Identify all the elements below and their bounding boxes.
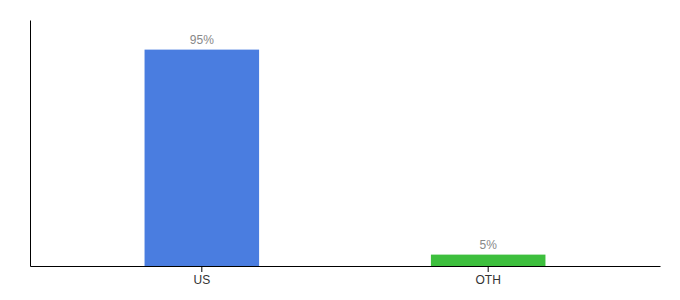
x-tick-mark [201, 266, 202, 272]
chart-svg: US OTH 95% 5% [0, 0, 680, 300]
x-tick: OTH [476, 266, 501, 287]
data-label: 5% [480, 238, 498, 252]
bar [145, 50, 260, 266]
plot-area: US OTH 95% 5% [31, 21, 661, 287]
x-axis-line [31, 266, 661, 267]
bar [431, 255, 546, 266]
y-axis [30, 21, 31, 267]
y-axis-line [30, 21, 31, 267]
x-tick-mark [488, 266, 489, 272]
data-labels: 95% 5% [190, 33, 497, 252]
x-axis: US OTH [31, 266, 661, 287]
x-tick-label: OTH [476, 273, 501, 287]
data-label: 95% [190, 33, 214, 47]
chart-container: US OTH 95% 5% [0, 0, 680, 300]
bars [145, 50, 546, 266]
x-tick: US [193, 266, 210, 287]
x-tick-label: US [193, 273, 210, 287]
